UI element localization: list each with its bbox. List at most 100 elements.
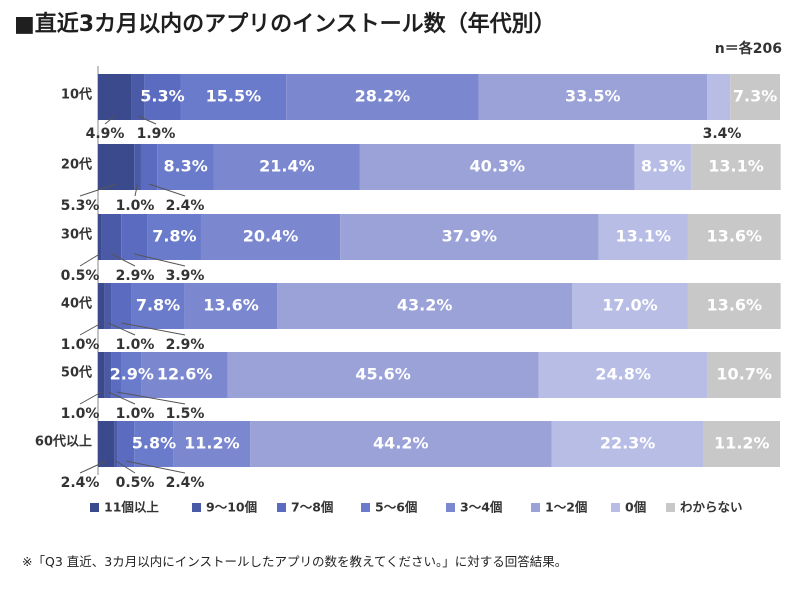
bar-segment	[104, 352, 112, 398]
legend-swatch	[611, 503, 620, 512]
footnote: ※「Q3 直近、3カ月以内にインストールしたアプリの数を教えてください。」に対す…	[22, 554, 568, 569]
bar-segment	[101, 214, 122, 260]
leader-line	[108, 322, 136, 336]
bar-segment	[634, 144, 692, 190]
bar-segment	[121, 352, 142, 398]
bar-segment	[104, 283, 112, 329]
bar-segment	[340, 214, 599, 260]
segment-value-label: 40.3%	[470, 157, 526, 176]
small-value-label: 2.4%	[61, 475, 100, 491]
segment-value-label: 15.5%	[206, 87, 262, 106]
bar-segment	[200, 214, 341, 260]
segment-value-label: 13.6%	[707, 296, 763, 315]
leader-line	[134, 183, 139, 197]
bar-segment	[687, 214, 781, 260]
leader-line	[79, 391, 102, 405]
segment-value-label: 13.6%	[203, 296, 259, 315]
small-value-label: 1.0%	[116, 406, 155, 422]
bar-segment	[147, 214, 201, 260]
segment-value-label: 20.4%	[243, 227, 299, 246]
bar-segment	[111, 352, 122, 398]
leader-line	[79, 460, 107, 474]
leader-line	[121, 322, 186, 336]
bar-segment	[144, 74, 181, 120]
category-label: 60代以上	[35, 434, 92, 450]
leader-line	[137, 115, 157, 125]
small-value-label: 2.4%	[166, 475, 205, 491]
segment-value-label: 13.1%	[616, 227, 672, 246]
segment-value-label: 10.7%	[716, 365, 772, 384]
sample-size-note: n＝各206	[714, 41, 782, 57]
small-value-label: 1.9%	[137, 126, 176, 142]
bar-segment	[707, 74, 731, 120]
bar-segment	[134, 421, 174, 467]
segment-value-label: 11.2%	[714, 434, 770, 453]
bar-segment	[180, 74, 287, 120]
segment-value-label: 5.3%	[140, 87, 184, 106]
small-value-label: 5.3%	[61, 198, 100, 214]
bar-segment	[286, 74, 479, 120]
bar-segment	[98, 352, 105, 398]
legend-swatch	[90, 503, 99, 512]
bar-segment	[730, 74, 780, 120]
leader-line	[79, 322, 102, 336]
segment-value-label: 8.3%	[163, 157, 207, 176]
bar-segment	[140, 144, 158, 190]
legend-swatch	[531, 503, 540, 512]
segment-value-label: 33.5%	[565, 87, 621, 106]
leader-line	[148, 183, 186, 197]
legend-label: 11個以上	[104, 500, 159, 515]
bar-segment	[98, 74, 132, 120]
category-label: 20代	[61, 157, 92, 173]
small-value-label: 0.5%	[116, 475, 155, 491]
segment-value-label: 22.3%	[600, 434, 656, 453]
category-label: 40代	[61, 296, 92, 312]
bar-segment	[141, 352, 228, 398]
small-value-label: 1.0%	[116, 337, 155, 353]
small-value-label: 1.0%	[61, 337, 100, 353]
leader-line	[115, 460, 136, 474]
small-value-label: 1.5%	[166, 406, 205, 422]
legend-swatch	[446, 503, 455, 512]
segment-value-label: 11.2%	[184, 434, 240, 453]
bar-segment	[157, 144, 214, 190]
small-value-label: 1.0%	[61, 406, 100, 422]
legend-label: 3〜4個	[460, 500, 502, 515]
bar-segment	[227, 352, 539, 398]
segment-value-label: 43.2%	[397, 296, 453, 315]
segment-value-label: 13.1%	[708, 157, 764, 176]
bar-segment	[98, 283, 105, 329]
small-value-label: 1.0%	[116, 198, 155, 214]
segment-value-label: 7.8%	[136, 296, 180, 315]
segment-value-label: 24.8%	[595, 365, 651, 384]
small-value-label: 3.9%	[166, 268, 205, 284]
legend-label: 1〜2個	[545, 500, 587, 515]
small-value-label: 0.5%	[61, 268, 100, 284]
bar-segment	[131, 283, 185, 329]
small-value-label: 2.9%	[166, 337, 205, 353]
bar-segment	[184, 283, 278, 329]
bar-segment	[173, 421, 251, 467]
category-label: 30代	[61, 227, 92, 243]
bar-segment	[277, 283, 572, 329]
bar-segment	[598, 214, 688, 260]
segment-value-label: 45.6%	[355, 365, 411, 384]
segment-value-label: 7.3%	[733, 87, 777, 106]
bar-segment	[213, 144, 360, 190]
bar-segment	[111, 283, 132, 329]
segment-value-label: 44.2%	[373, 434, 429, 453]
legend-label: 9〜10個	[206, 500, 257, 515]
bar-segment	[98, 421, 115, 467]
bar-segment	[687, 283, 781, 329]
small-value-label: 3.4%	[703, 126, 742, 142]
segment-value-label: 8.3%	[641, 157, 685, 176]
bar-segment	[571, 283, 688, 329]
bar-segment	[98, 214, 102, 260]
bar-segment	[691, 144, 781, 190]
bar-segment	[131, 74, 145, 120]
chart-title: ■直近3カ月以内のアプリのインストール数（年代別）	[14, 12, 556, 37]
legend-label: わからない	[680, 500, 743, 515]
small-value-label: 2.9%	[116, 268, 155, 284]
category-label: 50代	[61, 365, 92, 381]
